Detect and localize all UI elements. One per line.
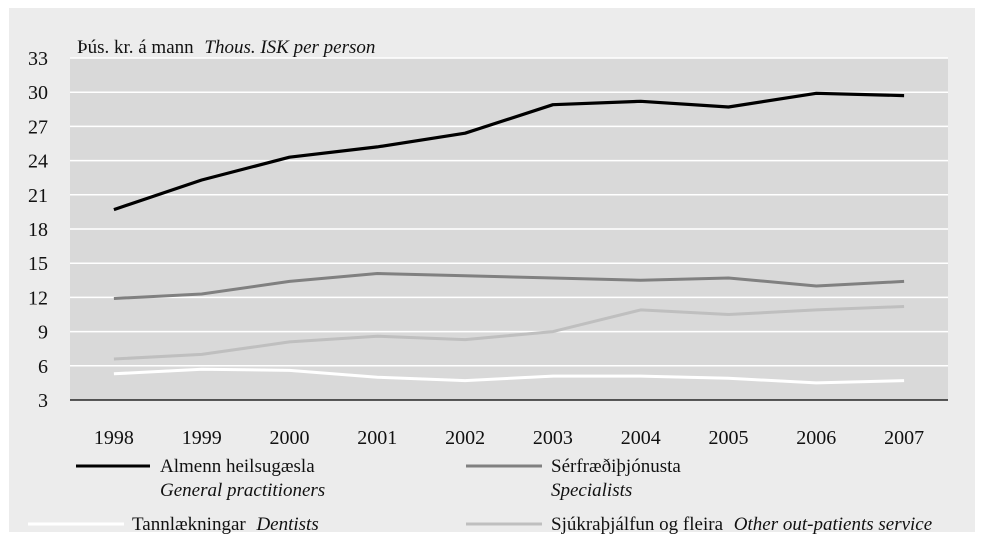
x-tick-label: 2005: [709, 427, 749, 449]
series-line-other-out-patients-service: [113, 305, 905, 361]
y-tick-label: 18: [28, 219, 48, 241]
legend-label-other-is: Sjúkraþjálfun og fleira: [551, 514, 724, 535]
series-line-general-practitioners: [113, 91, 905, 212]
x-tick-label: 2002: [445, 427, 485, 449]
y-tick-label: 21: [28, 185, 48, 207]
x-tick-label: 2003: [533, 427, 573, 449]
legend: Almenn heilsugæsla General practitioners…: [28, 456, 932, 535]
legend-label-specialists: Sérfræðiþjónusta: [551, 456, 681, 477]
y-tick-label: 3: [38, 390, 48, 412]
y-tick-label: 6: [38, 356, 48, 378]
gridlines: [70, 57, 948, 401]
unit-label-is: Þús. kr. á mann: [77, 37, 194, 58]
series-line-dentists: [113, 367, 905, 385]
x-tick-label: 2004: [621, 427, 661, 449]
x-tick-label: 2001: [357, 427, 397, 449]
series-line-specialists: [113, 272, 905, 300]
x-axis-tick-labels: 1998 1999 2000 2001 2002 2003 2004 2005 2006 2007: [94, 427, 924, 449]
series-lines: [113, 91, 905, 385]
legend-label-general-practitioners-en: General practitioners: [160, 480, 325, 501]
y-tick-label: 27: [28, 116, 48, 138]
unit-label: Þús. kr. á mann Thous. ISK per person: [77, 37, 375, 58]
y-tick-label: 15: [28, 253, 48, 275]
y-tick-label: 12: [28, 287, 48, 309]
legend-label-dentists: Tannlækningar Dentists: [132, 514, 319, 535]
y-axis-tick-labels: 3 6 9 12 15 18 21 24 27 30 33: [28, 48, 48, 412]
x-tick-label: 1999: [182, 427, 222, 449]
legend-label-dentists-en: Dentists: [255, 514, 318, 535]
x-tick-label: 1998: [94, 427, 134, 449]
x-tick-label: 2007: [884, 427, 924, 449]
legend-label-other-out-patients: Sjúkraþjálfun og fleira Other out-patien…: [551, 514, 932, 535]
y-tick-label: 30: [28, 82, 48, 104]
unit-label-en: Thous. ISK per person: [204, 37, 375, 58]
y-tick-label: 9: [38, 322, 48, 344]
y-tick-label: 33: [28, 48, 48, 70]
legend-label-other-en: Other out-patients service: [734, 514, 932, 535]
legend-label-dentists-is: Tannlækningar: [132, 514, 246, 535]
x-tick-label: 2006: [796, 427, 836, 449]
legend-label-specialists-en: Specialists: [551, 480, 632, 501]
x-tick-label: 2000: [270, 427, 310, 449]
legend-label-general-practitioners: Almenn heilsugæsla: [160, 456, 315, 477]
y-tick-label: 24: [28, 151, 48, 173]
